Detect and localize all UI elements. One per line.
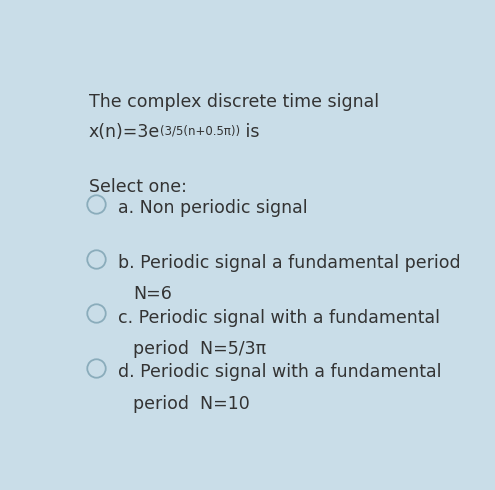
Text: Select one:: Select one: — [89, 178, 187, 196]
Point — [93, 364, 100, 372]
Text: (3/5(n+0.5π)): (3/5(n+0.5π)) — [160, 125, 240, 138]
Point — [93, 200, 100, 208]
Text: c. Periodic signal with a fundamental: c. Periodic signal with a fundamental — [117, 309, 440, 326]
Text: x(n)=3e: x(n)=3e — [89, 123, 160, 141]
Point — [93, 310, 100, 318]
Text: is: is — [240, 123, 259, 141]
Text: a. Non periodic signal: a. Non periodic signal — [117, 199, 307, 217]
Text: N=6: N=6 — [133, 285, 172, 303]
Text: The complex discrete time signal: The complex discrete time signal — [89, 93, 379, 111]
Text: period  N=10: period N=10 — [133, 394, 249, 413]
Point — [93, 255, 100, 263]
Text: period  N=5/3π: period N=5/3π — [133, 340, 266, 358]
Text: b. Periodic signal a fundamental period: b. Periodic signal a fundamental period — [117, 254, 460, 272]
Text: d. Periodic signal with a fundamental: d. Periodic signal with a fundamental — [117, 363, 441, 381]
